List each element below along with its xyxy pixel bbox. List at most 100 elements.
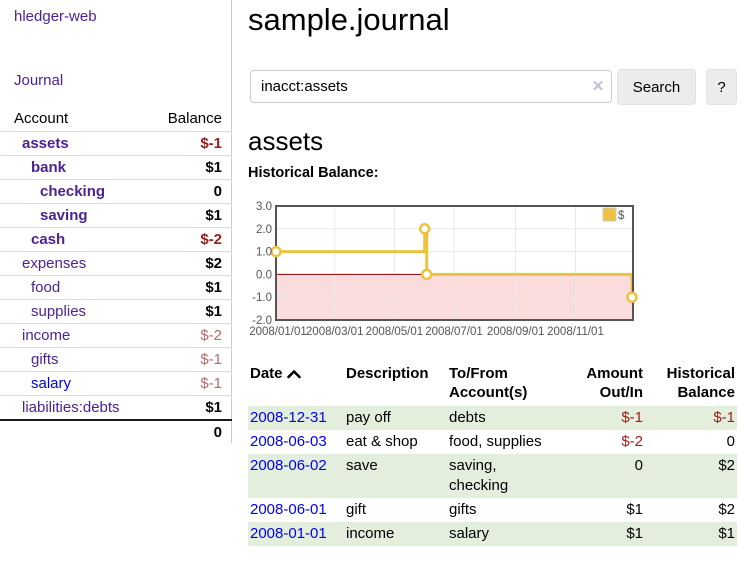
account-row-income: income $-2 <box>0 323 232 347</box>
help-button[interactable]: ? <box>706 69 737 105</box>
account-row-food: food $1 <box>0 275 232 299</box>
transaction-date-link[interactable]: 2008-01-01 <box>250 525 327 542</box>
search-button[interactable]: Search <box>617 69 696 105</box>
transaction-description: pay off <box>346 409 391 426</box>
transaction-date-link[interactable]: 2008-12-31 <box>250 409 327 426</box>
svg-text:0.0: 0.0 <box>256 269 272 281</box>
account-tree: Account Balance assets $-1 bank $1 check… <box>0 106 232 443</box>
y-axis-ticks: 3.0 2.0 1.0 0.0 -1.0 -2.0 <box>252 201 272 327</box>
svg-text:2008/09/01: 2008/09/01 <box>487 326 545 338</box>
account-link-cash[interactable]: cash <box>31 231 66 248</box>
chart-title: Historical Balance: <box>248 165 379 181</box>
svg-text:2008/07/01: 2008/07/01 <box>425 326 483 338</box>
legend-swatch <box>602 207 617 222</box>
transaction-description: eat & shop <box>346 433 418 450</box>
transaction-amount: $1 <box>626 525 643 542</box>
account-row-checking: checking 0 <box>0 179 232 203</box>
transaction-amount: 0 <box>634 457 643 474</box>
account-link-salary[interactable]: salary <box>31 375 72 392</box>
account-row-supplies: supplies $1 <box>0 299 232 323</box>
sidebar: hledger-web Journal Account Balance asse… <box>0 0 232 443</box>
account-row-bank: bank $1 <box>0 155 232 179</box>
svg-text:-1.0: -1.0 <box>252 292 272 304</box>
register-header-row: Date Description To/From Account(s) Amoun… <box>248 362 737 406</box>
transaction-balance: $2 <box>718 457 735 474</box>
account-link-assets[interactable]: assets <box>22 135 69 152</box>
account-row-liabilities-debts: liabilities:debts $1 <box>0 395 232 419</box>
register-table: Date Description To/From Account(s) Amoun… <box>248 362 737 546</box>
account-link-food[interactable]: food <box>31 279 61 296</box>
svg-text:2008/03/01: 2008/03/01 <box>306 326 364 338</box>
account-link-expenses[interactable]: expenses <box>22 255 87 272</box>
amount-column-header: Amount Out/In <box>586 365 643 401</box>
account-link-gifts[interactable]: gifts <box>31 351 59 368</box>
account-row-saving: saving $1 <box>0 203 232 227</box>
table-row: 2008-06-03 eat & shop food, supplies $-2… <box>248 430 737 454</box>
clear-search-icon[interactable]: ✕ <box>591 78 605 95</box>
transaction-balance: $-1 <box>713 409 735 426</box>
transaction-balance: $1 <box>718 525 735 542</box>
account-link-saving[interactable]: saving <box>40 207 88 224</box>
account-balance: $1 <box>205 279 222 296</box>
account-balance: $2 <box>205 255 222 272</box>
total-balance: 0 <box>213 423 222 441</box>
table-row: 2008-06-01 gift gifts $1 $2 <box>248 498 737 522</box>
tofrom-column-header: To/From Account(s) <box>449 365 528 401</box>
account-balance: $-2 <box>200 231 222 248</box>
account-row-salary: salary $-1 <box>0 371 232 395</box>
sidebar-item-journal[interactable]: Journal <box>14 72 64 89</box>
transaction-description: save <box>346 457 378 474</box>
chart-canvas: $ 3.0 2.0 1.0 0.0 -1.0 -2.0 2008/01/01 2… <box>249 201 638 338</box>
account-row-cash: cash $-2 <box>0 227 232 251</box>
account-link-checking[interactable]: checking <box>40 183 106 200</box>
account-balance: $-2 <box>200 327 222 344</box>
account-row-assets: assets $-1 <box>0 131 232 155</box>
page-title: sample.journal <box>248 2 450 37</box>
sort-ascending-icon <box>286 365 301 384</box>
transaction-accounts: salary <box>449 525 490 542</box>
app-brand-link[interactable]: hledger-web <box>14 8 97 25</box>
x-axis-ticks: 2008/01/01 2008/03/01 2008/05/01 2008/07… <box>249 326 604 338</box>
plot-border <box>275 205 634 321</box>
account-link-income[interactable]: income <box>22 327 71 344</box>
account-column-header: Account <box>14 110 69 127</box>
svg-text:2008/05/01: 2008/05/01 <box>366 326 424 338</box>
search-input[interactable] <box>250 70 612 103</box>
date-column-header[interactable]: Date <box>248 362 344 406</box>
transaction-accounts: saving, checking <box>449 457 509 494</box>
account-balance: $-1 <box>200 375 222 392</box>
account-balance: $1 <box>205 159 222 176</box>
table-row: 2008-12-31 pay off debts $-1 $-1 <box>248 406 737 430</box>
account-row-expenses: expenses $2 <box>0 251 232 275</box>
transaction-balance: $2 <box>718 501 735 518</box>
account-balance: $1 <box>205 207 222 224</box>
svg-text:2008/01/01: 2008/01/01 <box>249 326 307 338</box>
transaction-amount: $-1 <box>621 409 643 426</box>
transaction-accounts: debts <box>449 409 486 426</box>
balance-column-header: Historical Balance <box>666 365 735 401</box>
transaction-date-link[interactable]: 2008-06-01 <box>250 501 327 518</box>
description-column-header: Description <box>346 365 429 382</box>
transaction-amount: $1 <box>626 501 643 518</box>
table-row: 2008-01-01 income salary $1 $1 <box>248 522 737 546</box>
balance-column-header: Balance <box>167 110 222 127</box>
account-heading: assets <box>248 126 324 156</box>
account-balance: 0 <box>213 183 222 200</box>
account-balance: $-1 <box>200 351 222 368</box>
svg-text:1.0: 1.0 <box>256 247 272 259</box>
transaction-amount: $-2 <box>621 433 643 450</box>
transaction-accounts: food, supplies <box>449 433 542 450</box>
transaction-description: gift <box>346 501 367 518</box>
svg-text:3.0: 3.0 <box>256 201 272 213</box>
table-row: 2008-06-02 save saving, checking 0 $2 <box>248 454 737 498</box>
account-link-bank[interactable]: bank <box>31 159 67 176</box>
transaction-date-link[interactable]: 2008-06-03 <box>250 433 327 450</box>
account-link-liabilities-debts[interactable]: liabilities:debts <box>22 399 120 416</box>
historical-balance-chart: $ 3.0 2.0 1.0 0.0 -1.0 -2.0 2008/01/01 2… <box>245 198 742 343</box>
transaction-date-link[interactable]: 2008-06-02 <box>250 457 327 474</box>
transaction-description: income <box>346 525 395 542</box>
transaction-balance: 0 <box>726 433 735 450</box>
data-point-markers <box>270 223 638 303</box>
account-row-gifts: gifts $-1 <box>0 347 232 371</box>
account-link-supplies[interactable]: supplies <box>31 303 87 320</box>
